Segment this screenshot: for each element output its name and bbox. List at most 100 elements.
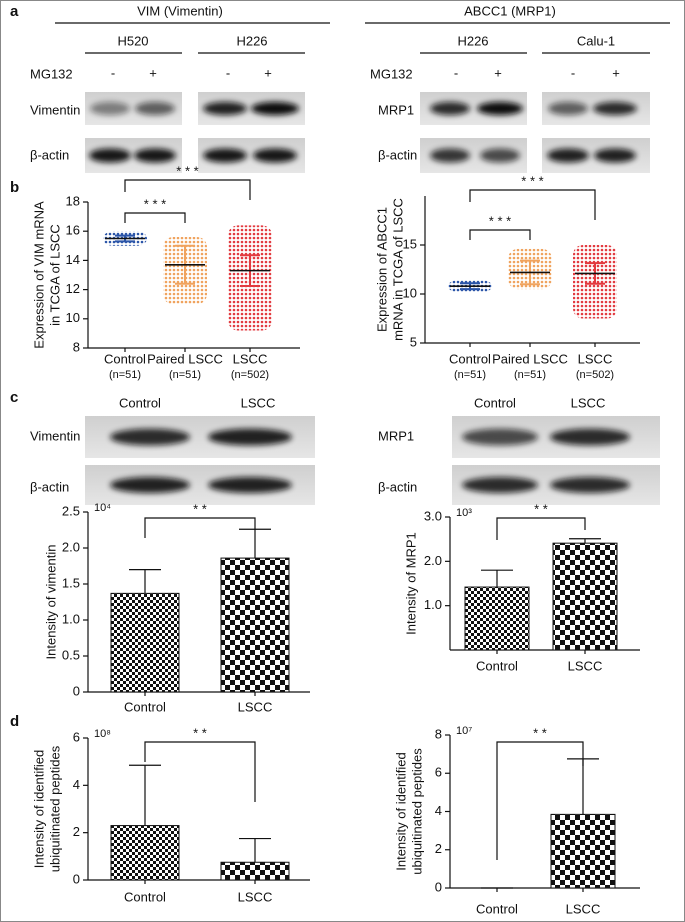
y-tick-label: 0 — [73, 683, 80, 698]
blot-band — [594, 148, 636, 163]
treatment-sign: + — [264, 65, 272, 80]
significance-label: * * — [193, 725, 207, 740]
blot-row-label: β-actin — [30, 147, 69, 162]
blot-band — [430, 101, 470, 116]
y-axis-label: in TCGA of LSCC — [47, 224, 62, 326]
y-tick-label: 1.5 — [62, 575, 80, 590]
y-axis-label: ubiquitinated peptides — [409, 748, 424, 875]
blot-row-label: β-actin — [30, 479, 69, 494]
y-tick-label: 14 — [66, 252, 80, 267]
y-tick-label: 2.0 — [424, 553, 442, 568]
cell-line: H226 — [236, 33, 267, 48]
y-axis-label: Intensity of identified — [31, 750, 46, 869]
bar — [110, 825, 180, 881]
significance-bracket — [496, 517, 586, 540]
blot-band — [135, 101, 175, 116]
significance-label: * * * — [521, 173, 543, 188]
blot-row-label: MRP1 — [378, 102, 414, 117]
y-tick-label: 6 — [435, 765, 442, 780]
blot-band — [548, 101, 588, 116]
blot-band — [253, 148, 297, 163]
x-tick-label: Control — [124, 889, 166, 904]
blot-band — [203, 101, 247, 116]
x-tick-label: Control — [449, 351, 491, 366]
blot-band — [89, 148, 131, 163]
x-tick-label: Paired LSCC — [492, 351, 568, 366]
x-tick-label: Control — [476, 658, 518, 673]
y-tick-label: 18 — [66, 193, 80, 208]
y-axis-label: Intensity of vimentin — [43, 545, 58, 660]
x-tick-label: LSCC — [238, 699, 273, 714]
bar — [550, 813, 616, 889]
y-tick-label: 2.5 — [62, 503, 80, 518]
blot-title: VIM (Vimentin) — [137, 3, 223, 18]
treatment-sign: + — [494, 65, 502, 80]
blot-band — [110, 477, 190, 493]
x-tick-label: LSCC — [233, 351, 268, 366]
x-tick-note: (n=51) — [454, 369, 486, 381]
blot-band — [477, 101, 523, 116]
panel-label: a — [10, 3, 19, 20]
axis-exponent: 10³ — [456, 507, 472, 519]
significance-bracket — [144, 517, 256, 538]
y-tick-label: 12 — [66, 281, 80, 296]
significance-label: * * — [193, 501, 207, 516]
blot-row-label: β-actin — [378, 479, 417, 494]
y-axis-label: Expression of ABCC1 — [374, 207, 389, 332]
x-tick-label: Control — [104, 351, 146, 366]
significance-bracket — [469, 229, 531, 240]
significance-bracket — [144, 741, 256, 802]
y-tick-label: 3.0 — [424, 508, 442, 523]
panel-label: b — [10, 179, 19, 196]
significance-label: * * * — [176, 163, 198, 178]
y-tick-label: 4 — [73, 777, 80, 792]
blot-title: ABCC1 (MRP1) — [464, 3, 556, 18]
y-tick-label: 2.0 — [62, 539, 80, 554]
treatment-sign: - — [454, 65, 458, 80]
x-tick-label: Control — [476, 901, 518, 916]
blot-band — [251, 101, 299, 116]
blot-band — [134, 148, 176, 163]
y-axis-label: Intensity of MRP1 — [403, 532, 418, 635]
x-tick-label: LSCC — [568, 658, 603, 673]
y-axis-label: Intensity of identified — [393, 752, 408, 871]
blot-band — [462, 477, 538, 493]
y-tick-label: 0 — [435, 879, 442, 894]
lane-label: Control — [119, 395, 161, 410]
significance-bracket — [124, 212, 186, 223]
blot-row-label: Vimentin — [30, 102, 80, 117]
y-tick-label: 16 — [66, 223, 80, 238]
significance-bracket — [469, 189, 596, 220]
treatment-label: MG132 — [30, 66, 73, 81]
treatment-sign: - — [226, 65, 230, 80]
blot-band — [430, 148, 470, 163]
blot-band — [208, 428, 292, 446]
y-tick-label: 4 — [435, 803, 442, 818]
y-tick-label: 6 — [73, 729, 80, 744]
axis-exponent: 10⁴ — [94, 502, 111, 514]
blot-band — [593, 101, 637, 116]
cell-line: Calu-1 — [577, 33, 615, 48]
blot-band — [90, 101, 130, 116]
x-tick-label: Paired LSCC — [147, 351, 223, 366]
blot-row-label: β-actin — [378, 147, 417, 162]
blot-row-label: Vimentin — [30, 428, 80, 443]
y-axis-label: Expression of VIM mRNA — [31, 201, 46, 349]
y-tick-label: 1.0 — [424, 597, 442, 612]
y-tick-label: 10 — [403, 285, 417, 300]
panel-label: d — [10, 713, 19, 730]
bar — [220, 557, 290, 693]
y-tick-label: 5 — [410, 334, 417, 349]
y-tick-label: 8 — [73, 339, 80, 354]
axis-exponent: 10⁷ — [456, 725, 472, 737]
bar — [552, 542, 618, 651]
axis-exponent: 10⁸ — [94, 728, 111, 740]
x-tick-note: (n=51) — [514, 369, 546, 381]
bar — [220, 861, 290, 881]
significance-label: * * — [534, 501, 548, 516]
y-tick-label: 15 — [403, 236, 417, 251]
treatment-sign: + — [612, 65, 620, 80]
blot-band — [480, 148, 520, 163]
significance-label: * * * — [489, 213, 511, 228]
